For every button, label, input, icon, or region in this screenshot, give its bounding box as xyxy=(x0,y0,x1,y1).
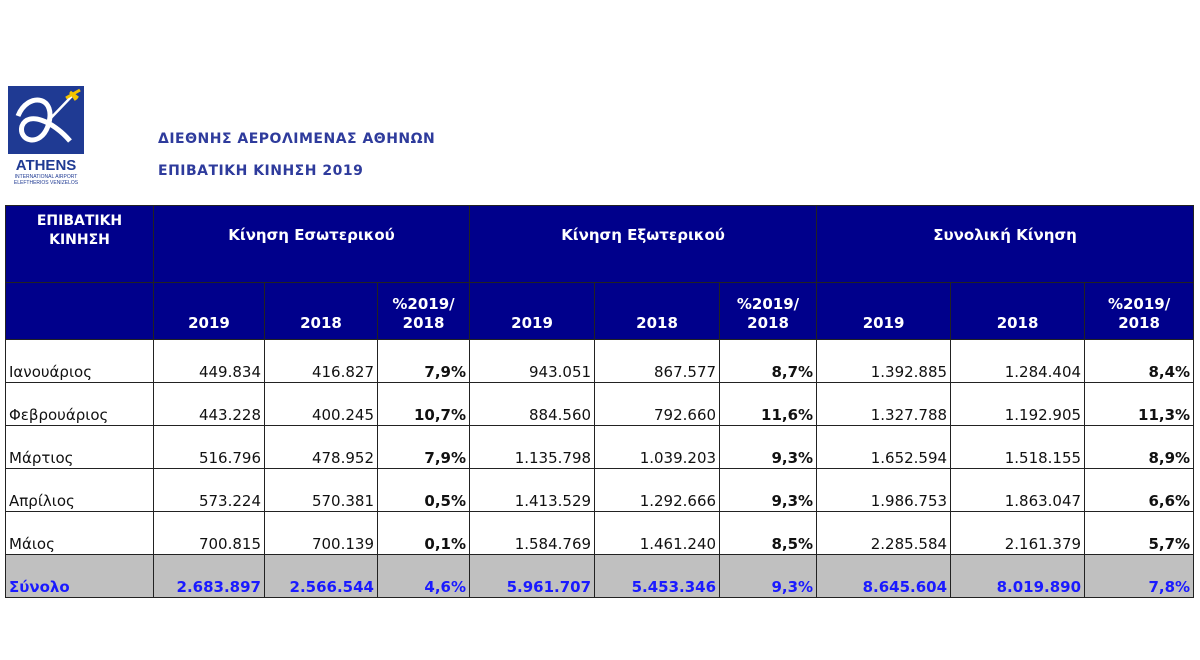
value-cell: 1.192.905 xyxy=(950,382,1086,426)
change-cell: 6,6% xyxy=(1084,468,1195,512)
change-cell: 7,9% xyxy=(376,339,471,383)
value-cell: 1.461.240 xyxy=(594,511,721,555)
group-header-domestic: Κίνηση Εσωτερικού xyxy=(152,205,471,283)
month-cell: Μάιος xyxy=(5,511,154,555)
change-cell: 0,1% xyxy=(376,511,471,555)
table-row: Απρίλιος 573.224 570.381 0,5% 1.413.529 1.292… xyxy=(5,468,1195,512)
svg-text:INTERNATIONAL AIRPORT: INTERNATIONAL AIRPORT xyxy=(15,174,78,180)
value-cell: 700.815 xyxy=(153,511,265,555)
value-cell: 8.645.604 xyxy=(816,554,952,598)
change-cell: 8,9% xyxy=(1084,425,1195,469)
subheader-2019: 2019 xyxy=(469,282,596,340)
group-header-total: Συνολική Κίνηση xyxy=(816,205,1195,283)
value-cell: 1.413.529 xyxy=(469,468,596,512)
month-cell: Απρίλιος xyxy=(5,468,154,512)
value-cell: 1.135.798 xyxy=(469,425,596,469)
value-cell: 2.285.584 xyxy=(816,511,952,555)
value-cell: 1.292.666 xyxy=(594,468,721,512)
value-cell: 573.224 xyxy=(153,468,265,512)
value-cell: 449.834 xyxy=(153,339,265,383)
subheader-2018: 2018 xyxy=(594,282,721,340)
value-cell: 5.961.707 xyxy=(469,554,596,598)
change-cell: 11,3% xyxy=(1084,382,1195,426)
value-cell: 700.139 xyxy=(264,511,378,555)
change-cell: 9,3% xyxy=(719,425,818,469)
value-cell: 1.284.404 xyxy=(950,339,1086,383)
page-title: ΔΙΕΘΝΗΣ ΑΕΡΟΛΙΜΕΝΑΣ ΑΘΗΝΩΝ xyxy=(158,131,436,147)
table-row: Ιανουάριος 449.834 416.827 7,9% 943.051 867.5… xyxy=(5,339,1195,383)
subheader-change: %2019/ 2018 xyxy=(376,282,471,340)
table-row: Μάιος 700.815 700.139 0,1% 1.584.769 1.461.24… xyxy=(5,511,1195,555)
subheader-change: %2019/ 2018 xyxy=(719,282,818,340)
month-cell: Ιανουάριος xyxy=(5,339,154,383)
change-cell: 5,7% xyxy=(1084,511,1195,555)
change-cell: 7,9% xyxy=(376,425,471,469)
change-cell: 11,6% xyxy=(719,382,818,426)
change-cell: 10,7% xyxy=(376,382,471,426)
value-cell: 478.952 xyxy=(264,425,378,469)
value-cell: 1.584.769 xyxy=(469,511,596,555)
value-cell: 1.039.203 xyxy=(594,425,721,469)
value-cell: 5.453.346 xyxy=(594,554,721,598)
group-header-international: Κίνηση Εξωτερικού xyxy=(469,205,818,283)
change-cell: 0,5% xyxy=(376,468,471,512)
value-cell: 1.392.885 xyxy=(816,339,952,383)
value-cell: 1.986.753 xyxy=(816,468,952,512)
value-cell: 2.566.544 xyxy=(264,554,378,598)
value-cell: 1.652.594 xyxy=(816,425,952,469)
change-cell: 9,3% xyxy=(719,468,818,512)
change-cell: 8,5% xyxy=(719,511,818,555)
subheader-empty xyxy=(5,282,154,340)
change-cell: 7,8% xyxy=(1084,554,1195,598)
subheader-2019: 2019 xyxy=(153,282,265,340)
subheader-2019: 2019 xyxy=(816,282,952,340)
subheader-2018: 2018 xyxy=(264,282,378,340)
subheader-change: %2019/ 2018 xyxy=(1084,282,1195,340)
svg-text:ATHENS: ATHENS xyxy=(16,157,77,174)
value-cell: 8.019.890 xyxy=(950,554,1086,598)
value-cell: 792.660 xyxy=(594,382,721,426)
athens-airport-logo: ATHENS INTERNATIONAL AIRPORT ELEFTHERIOS… xyxy=(8,86,86,188)
table-row: Φεβρουάριος 443.228 400.245 10,7% 884.560 792… xyxy=(5,382,1195,426)
value-cell: 570.381 xyxy=(264,468,378,512)
passenger-traffic-table: ΕΠΙΒΑΤΙΚΗ ΚΙΝΗΣΗ Κίνηση Εσωτερικού Κίνησ… xyxy=(5,205,1195,598)
value-cell: 2.161.379 xyxy=(950,511,1086,555)
value-cell: 516.796 xyxy=(153,425,265,469)
page-subtitle: ΕΠΙΒΑΤΙΚΗ ΚΙΝΗΣΗ 2019 xyxy=(158,163,364,179)
value-cell: 2.683.897 xyxy=(153,554,265,598)
change-cell: 8,7% xyxy=(719,339,818,383)
value-cell: 1.327.788 xyxy=(816,382,952,426)
subheader-2018: 2018 xyxy=(950,282,1086,340)
month-cell: Μάρτιος xyxy=(5,425,154,469)
total-row: Σύνολο 2.683.897 2.566.544 4,6% 5.961.707 5.4… xyxy=(5,554,1195,598)
change-cell: 4,6% xyxy=(376,554,471,598)
value-cell: 416.827 xyxy=(264,339,378,383)
value-cell: 400.245 xyxy=(264,382,378,426)
month-cell: Φεβρουάριος xyxy=(5,382,154,426)
corner-header: ΕΠΙΒΑΤΙΚΗ ΚΙΝΗΣΗ xyxy=(5,205,154,283)
month-cell: Σύνολο xyxy=(5,554,154,598)
value-cell: 443.228 xyxy=(153,382,265,426)
value-cell: 884.560 xyxy=(469,382,596,426)
svg-text:ELEFTHERIOS VENIZELOS: ELEFTHERIOS VENIZELOS xyxy=(14,180,79,186)
value-cell: 1.863.047 xyxy=(950,468,1086,512)
value-cell: 1.518.155 xyxy=(950,425,1086,469)
value-cell: 867.577 xyxy=(594,339,721,383)
table-row: Μάρτιος 516.796 478.952 7,9% 1.135.798 1.039.… xyxy=(5,425,1195,469)
change-cell: 8,4% xyxy=(1084,339,1195,383)
value-cell: 943.051 xyxy=(469,339,596,383)
change-cell: 9,3% xyxy=(719,554,818,598)
